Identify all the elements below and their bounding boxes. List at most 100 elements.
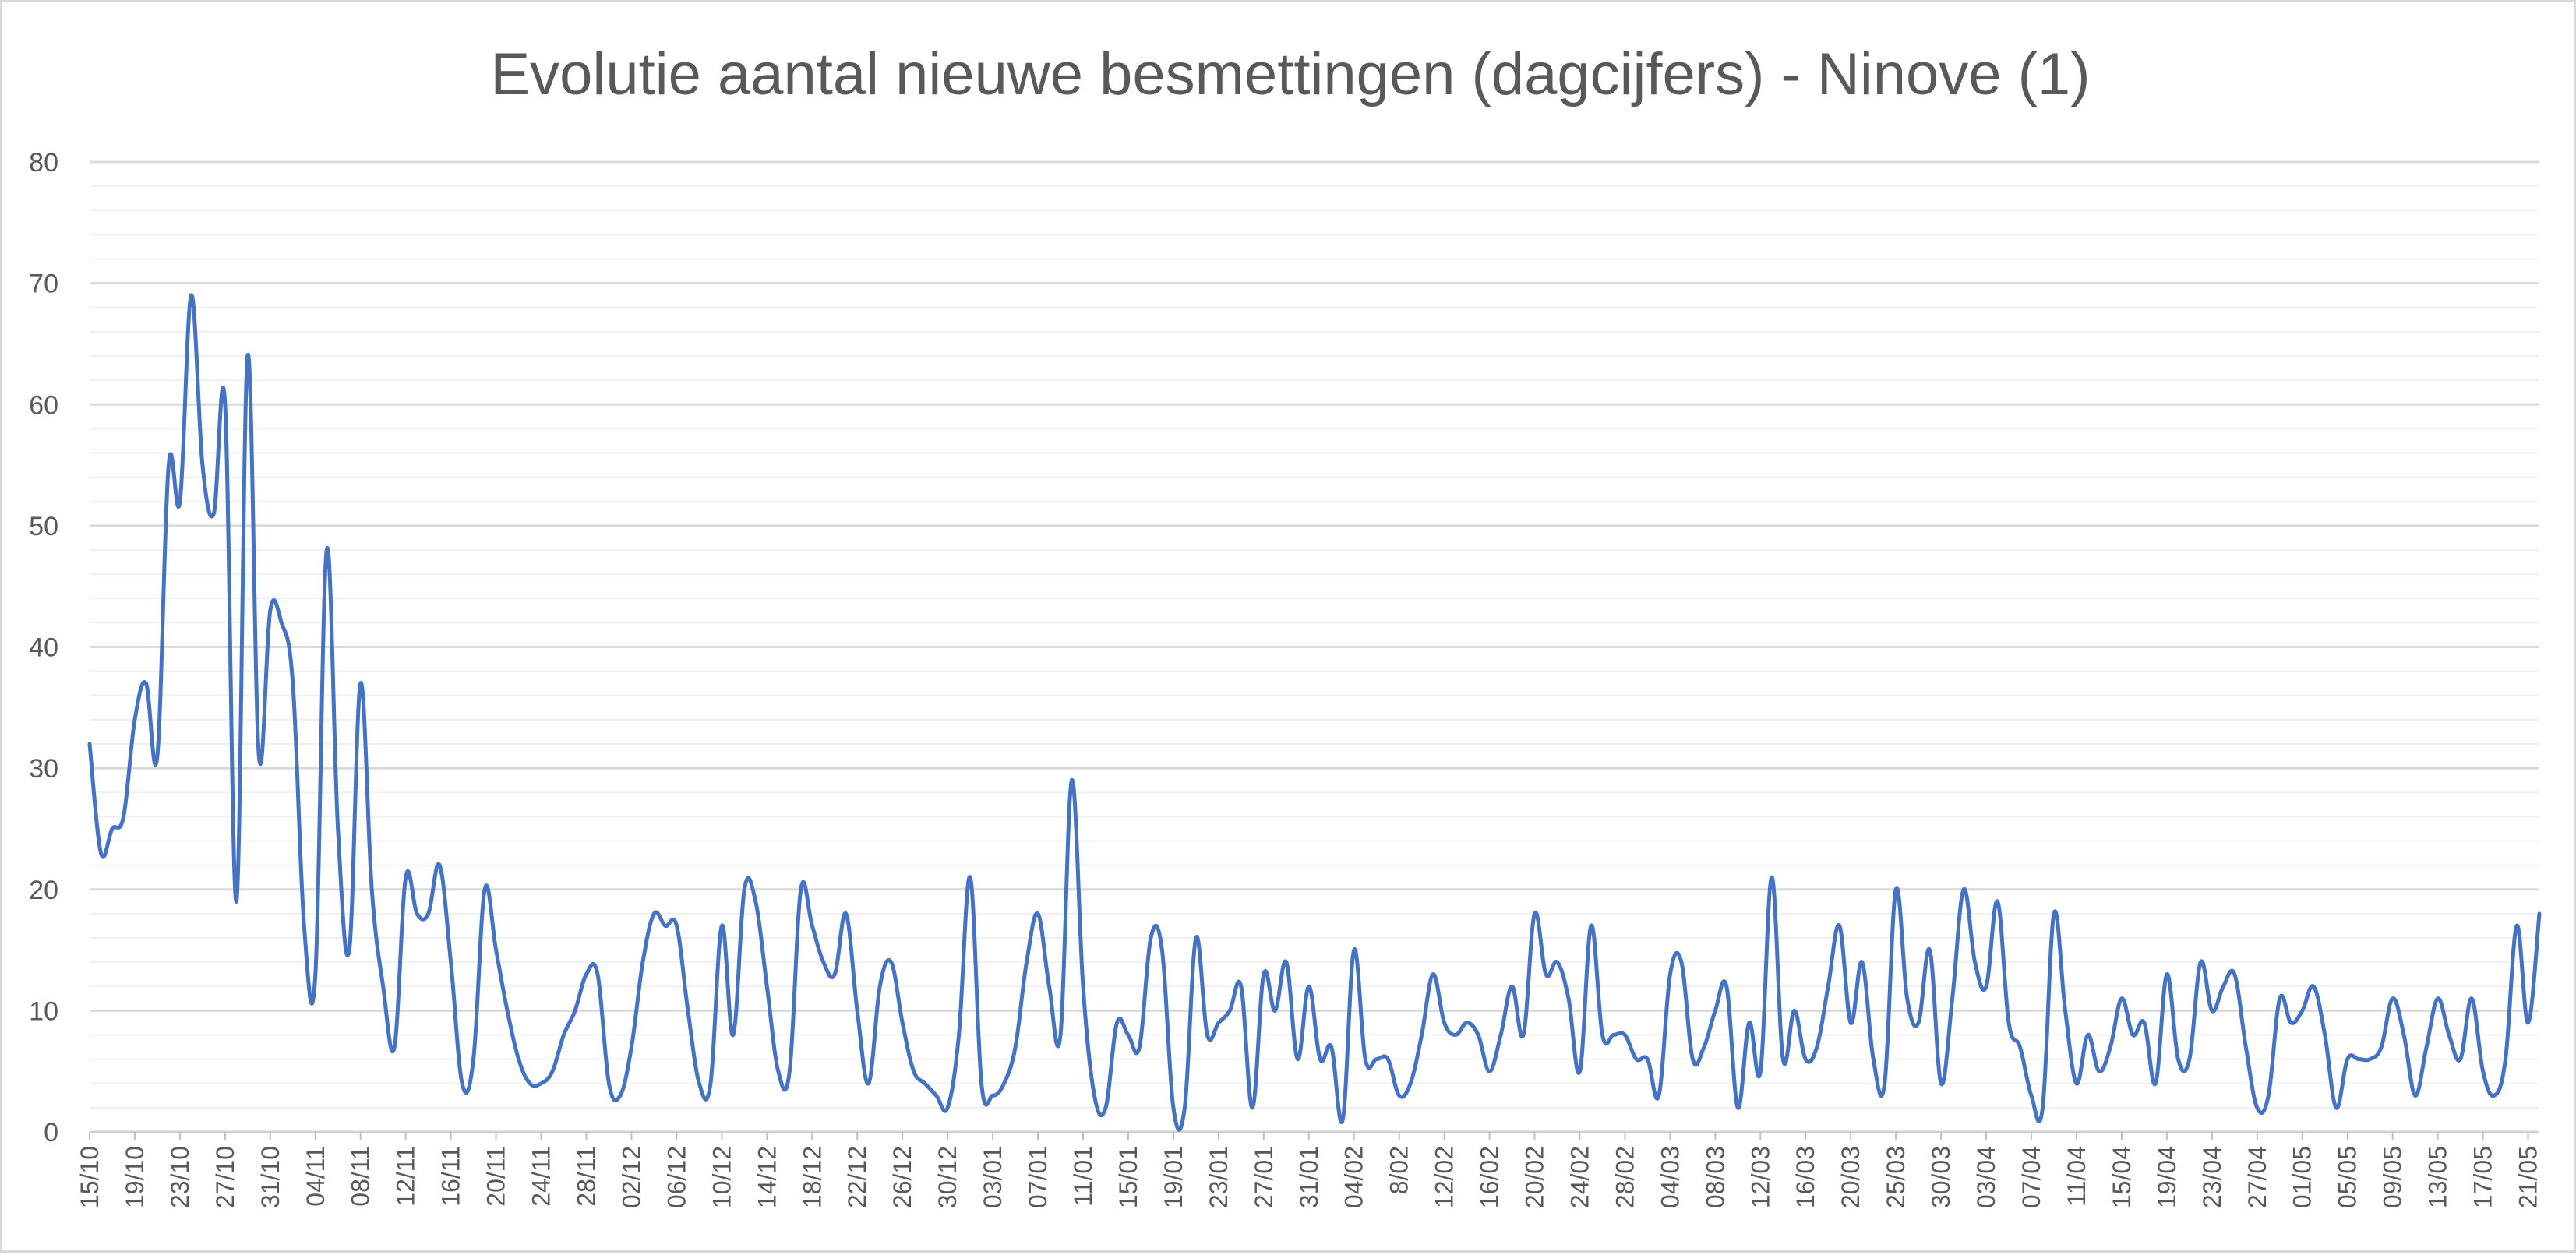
data-point [969, 876, 972, 879]
data-point [1466, 1021, 1469, 1024]
data-point [1996, 900, 1999, 903]
data-point [122, 815, 125, 818]
data-point [269, 609, 272, 612]
series-line [87, 293, 2542, 1132]
data-point [1804, 1058, 1807, 1061]
data-point [415, 912, 418, 915]
x-tick-label: 02/12 [617, 1146, 645, 1208]
data-point [1522, 1034, 1525, 1037]
data-point [2041, 1106, 2045, 1109]
data-point [2493, 1094, 2496, 1097]
data-point [2289, 1021, 2292, 1024]
data-point [754, 900, 757, 903]
y-tick-label: 0 [44, 1118, 58, 1147]
data-point [100, 851, 103, 855]
chart-title: Evolutie aantal nieuwe besmettingen (dag… [490, 41, 2090, 108]
x-tick-label: 16/11 [437, 1146, 465, 1207]
y-tick-label: 40 [29, 633, 58, 663]
data-point [686, 1009, 690, 1012]
data-point [2504, 1058, 2507, 1061]
data-point [2165, 973, 2168, 976]
x-tick-label: 14/12 [753, 1146, 781, 1208]
x-tick-label: 24/02 [1565, 1146, 1593, 1208]
data-point [2278, 997, 2281, 1000]
data-point [483, 888, 486, 891]
data-point [1228, 1009, 1231, 1012]
data-point [1511, 985, 1514, 988]
data-point [1149, 936, 1152, 939]
data-point [2334, 1106, 2338, 1109]
data-point [596, 973, 599, 976]
data-point [1341, 1118, 1344, 1121]
data-point [652, 912, 655, 915]
y-tick-label: 60 [29, 390, 58, 420]
data-point [777, 1070, 780, 1073]
data-point [2414, 1094, 2417, 1097]
data-point [2380, 1045, 2383, 1049]
data-point [495, 949, 498, 952]
data-point [709, 1082, 712, 1085]
x-tick-label: 06/12 [662, 1146, 690, 1208]
data-point [472, 1058, 475, 1061]
x-tick-label: 15/04 [2108, 1146, 2136, 1208]
data-point [1793, 1009, 1796, 1012]
data-point [1048, 985, 1051, 988]
data-point [1962, 888, 1965, 891]
data-point [1454, 1034, 1457, 1037]
data-point [551, 1070, 554, 1073]
data-point [1477, 1034, 1480, 1037]
data-point [1205, 1034, 1209, 1037]
data-point [2538, 912, 2541, 915]
data-point [810, 924, 813, 927]
x-tick-label: 28/11 [572, 1146, 600, 1207]
data-point [167, 464, 170, 467]
data-point [1194, 936, 1198, 939]
data-point [1318, 1058, 1322, 1061]
data-point [540, 1082, 543, 1085]
data-point [1951, 997, 1954, 1000]
y-tick-label: 10 [29, 996, 58, 1026]
data-point [1872, 1058, 1875, 1061]
data-point [675, 924, 678, 927]
data-point [867, 1082, 870, 1085]
data-point [2437, 997, 2440, 1000]
data-point [528, 1082, 531, 1085]
x-tick-label: 12/11 [392, 1146, 420, 1207]
data-point [2052, 912, 2056, 915]
data-point [1036, 912, 1039, 915]
data-point [1556, 961, 1559, 964]
data-point [573, 1009, 577, 1012]
data-point [348, 949, 351, 952]
data-point [1262, 973, 1265, 976]
x-tick-label: 20/02 [1521, 1146, 1549, 1208]
data-point [1680, 961, 1683, 964]
data-point [2098, 1070, 2101, 1073]
x-tick-label: 19/10 [121, 1146, 149, 1208]
data-point [1725, 985, 1728, 988]
data-point [641, 961, 644, 964]
x-tick-label: 03/04 [1972, 1146, 2000, 1208]
data-point [958, 1034, 961, 1037]
y-tick-label: 80 [29, 148, 58, 178]
data-point [1612, 1034, 1615, 1037]
data-point [1443, 1021, 1446, 1024]
data-point [111, 827, 114, 830]
data-point [450, 961, 453, 964]
data-point [2482, 1070, 2485, 1073]
data-point [2312, 985, 2315, 988]
data-point [235, 900, 238, 903]
data-point [1082, 985, 1085, 988]
data-point [2108, 1045, 2112, 1049]
data-point [1928, 949, 1932, 952]
x-tick-label: 27/04 [2243, 1146, 2271, 1208]
data-point [1409, 1082, 1412, 1085]
y-axis-tick-labels: 0 10 20 30 40 50 60 70 80 [29, 148, 58, 1147]
data-point [178, 500, 182, 503]
data-point [370, 888, 373, 891]
data-point [912, 1070, 916, 1073]
x-tick-label: 31/01 [1295, 1146, 1323, 1208]
data-point [1240, 985, 1243, 988]
data-point [427, 912, 430, 915]
data-point [325, 548, 328, 552]
